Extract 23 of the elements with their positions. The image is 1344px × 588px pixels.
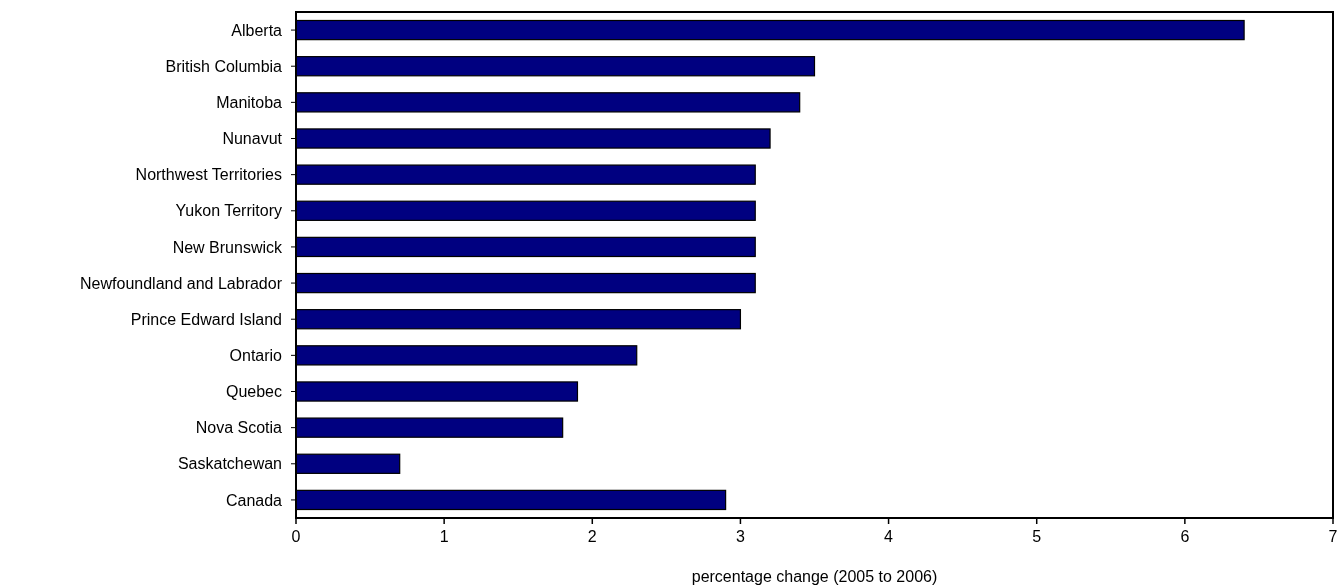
- y-tick-label: Ontario: [229, 346, 283, 364]
- x-tick-label: 0: [291, 528, 301, 545]
- y-tick-label: Canada: [225, 491, 283, 509]
- x-tick-label: 6: [1180, 528, 1190, 545]
- x-axis-title: percentage change (2005 to 2006): [691, 568, 938, 585]
- y-tick-label: Newfoundland and Labrador: [80, 274, 283, 292]
- x-tick-label: 2: [587, 528, 597, 545]
- y-tick-label: Nova Scotia: [195, 419, 283, 437]
- y-tick-label: New Brunswick: [172, 238, 283, 256]
- y-tick-label: Northwest Territories: [135, 166, 282, 184]
- x-tick-label: 1: [439, 528, 449, 545]
- x-tick-label: 4: [884, 528, 894, 545]
- y-tick-label: Nunavut: [222, 130, 283, 148]
- x-tick-label: 7: [1328, 528, 1338, 545]
- y-tick-label: Alberta: [231, 21, 283, 39]
- y-tick-label: Saskatchewan: [177, 455, 282, 473]
- y-tick-label: Yukon Territory: [175, 202, 282, 220]
- y-tick-label: Quebec: [225, 383, 282, 401]
- y-tick-label: Manitoba: [216, 93, 283, 111]
- y-tick-label: Prince Edward Island: [130, 310, 282, 328]
- x-tick-label: 3: [735, 528, 745, 545]
- y-tick-label: British Columbia: [165, 57, 283, 75]
- x-tick-label: 5: [1032, 528, 1042, 545]
